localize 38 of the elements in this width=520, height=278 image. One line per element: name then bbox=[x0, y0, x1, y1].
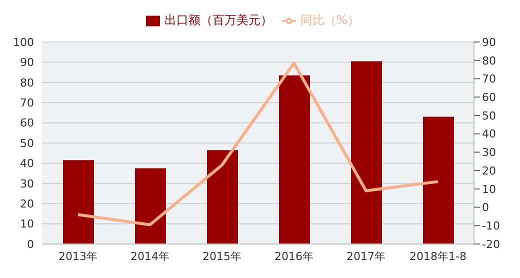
bar bbox=[279, 75, 310, 244]
x-tick-label: 2018年1-8 bbox=[410, 250, 466, 263]
y-tick-label: 20 bbox=[20, 198, 34, 211]
bar bbox=[207, 150, 238, 244]
y2-tick-label: 30 bbox=[482, 146, 496, 160]
y2-tick-label: 90 bbox=[482, 36, 496, 49]
y2-tick-label: 60 bbox=[482, 90, 496, 104]
y2-tick-label: 0 bbox=[482, 201, 489, 214]
x-tick-label: 2016年 bbox=[274, 250, 314, 263]
y-tick-label: 0 bbox=[27, 238, 34, 251]
y2-tick-label: 50 bbox=[482, 109, 496, 122]
x-tick-label: 2017年 bbox=[346, 250, 386, 263]
x-tick-label: 2013年 bbox=[58, 250, 98, 263]
y2-tick-label: 20 bbox=[482, 164, 496, 178]
bar bbox=[423, 116, 454, 244]
y2-tick-label: 10 bbox=[482, 182, 496, 196]
bar bbox=[351, 61, 382, 244]
y-tick-label: 60 bbox=[20, 116, 34, 130]
y-tick-label: 30 bbox=[20, 177, 34, 190]
y-tick-label: 80 bbox=[20, 76, 34, 90]
bar bbox=[135, 168, 166, 244]
y2-tick-label: -10 bbox=[482, 220, 500, 233]
y2-tick-label: -20 bbox=[482, 238, 500, 251]
y-tick-label: 90 bbox=[20, 56, 34, 70]
y-tick-label: 100 bbox=[13, 36, 34, 49]
x-tick-label: 2015年 bbox=[202, 250, 242, 263]
line-series bbox=[76, 62, 440, 226]
y2-tick-label: 80 bbox=[482, 54, 496, 68]
y-tick-label: 50 bbox=[20, 136, 34, 150]
y-tick-label: 10 bbox=[20, 218, 34, 231]
legend-label: 同比（%） bbox=[300, 13, 360, 27]
y2-tick-label: 70 bbox=[482, 72, 496, 86]
bar bbox=[63, 160, 94, 244]
y-tick-label: 70 bbox=[20, 96, 34, 110]
legend-label: 出口额（百万美元） bbox=[164, 13, 272, 27]
x-tick-label: 2014年 bbox=[130, 250, 170, 263]
y-tick-label: 40 bbox=[20, 157, 34, 170]
y2-tick-label: 40 bbox=[482, 128, 496, 141]
